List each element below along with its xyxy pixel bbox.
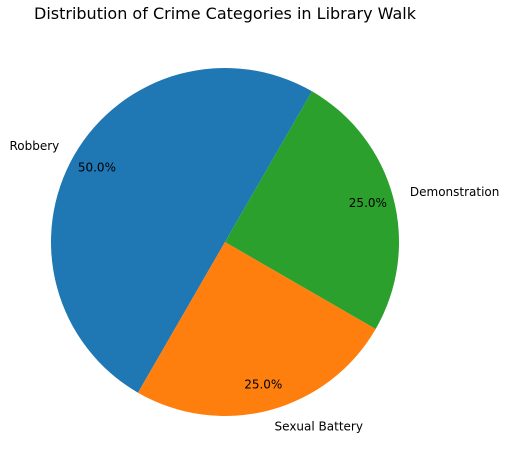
pie-labels: Robbery 50.0% Sexual Battery 25.0% Demonstra… <box>9 139 499 434</box>
chart-title: Distribution of Crime Categories in Libr… <box>34 4 417 23</box>
slice-label-sexual-battery: Sexual Battery <box>275 419 363 433</box>
pie-slice-sexual-battery <box>138 242 376 417</box>
pie-slice-robbery <box>50 67 313 393</box>
percent-label-sexual-battery: 25.0% <box>244 377 282 391</box>
pie-slice-demonstration <box>225 91 400 329</box>
slice-label-demonstration: Demonstration <box>410 185 500 199</box>
slice-label-robbery: Robbery <box>9 139 59 153</box>
percent-label-demonstration: 25.0% <box>349 196 387 210</box>
percent-label-robbery: 50.0% <box>78 161 116 175</box>
pie-slices <box>50 67 400 417</box>
